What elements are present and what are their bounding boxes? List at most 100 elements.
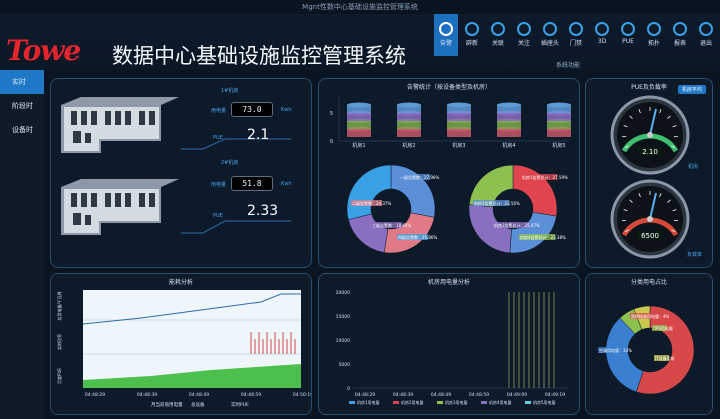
power-share-label-bg — [598, 347, 621, 353]
alarm-category-label: 机房4 — [502, 142, 515, 149]
gauge-tick — [667, 199, 671, 203]
gauge-tick — [629, 199, 633, 203]
gauge-tick — [624, 145, 629, 149]
y-tick-label: 0 — [330, 139, 333, 145]
power-share-slice — [636, 305, 695, 395]
sidebar-item-0[interactable]: 实时 — [0, 70, 44, 94]
toolbar-label: 关注 — [517, 40, 530, 47]
room-power-chart: 20000 15000 10000 5000 0 04:48:29 04:48:39 04:4… — [336, 290, 569, 405]
toolbar-4-button[interactable]: 插座头 — [538, 14, 562, 56]
room-power-legend-swatch — [481, 401, 487, 404]
toolbar-label: 拓扑 — [647, 40, 660, 47]
toolbar-label: 辟新 — [465, 40, 478, 47]
load-gauge: 6500 — [610, 179, 690, 259]
window-title: Mgnt性数中心基础设施监控管理系统 — [0, 0, 720, 14]
energy-x-tick: 04:48:39 — [137, 392, 157, 398]
sidebar-item-1[interactable]: 阶段时 — [12, 102, 33, 110]
gauge-tick — [624, 229, 629, 233]
room-power-legend-item: 机房3用电量 — [445, 399, 468, 405]
alarm-bar-segment — [447, 105, 471, 113]
donut-label-bg — [521, 174, 558, 180]
toolbar-6-icon — [595, 22, 609, 36]
toolbar-2-button[interactable]: 关联 — [486, 14, 510, 56]
donut-label-bg — [351, 200, 383, 206]
toolbar-7-button[interactable]: PUE — [616, 14, 640, 56]
gauge-tick — [672, 125, 677, 128]
gauge-tick — [623, 125, 628, 128]
donut-slice — [348, 213, 389, 253]
toolbar-9-button[interactable]: 报表 — [668, 14, 692, 56]
donut-slice — [512, 164, 558, 217]
power-share-label: 空调用电量：33% — [599, 347, 632, 353]
sidebar: 实时 阶段时 设备时 — [0, 70, 44, 419]
donut-slice — [346, 164, 392, 221]
donut-slice — [509, 211, 557, 254]
gauge-tick — [671, 229, 676, 233]
alarm-room-donut: 机房1告警总计：27.59% 机房2告警总计：23.56% 机房3告警总计：25.4… — [468, 164, 568, 254]
alarm-bar-segment — [397, 105, 421, 113]
toolbar-5-button[interactable]: 门禁 — [564, 14, 588, 56]
room-2-name: 2#机房 — [221, 160, 239, 166]
room-power-panel: 机房用电量分析 20000 15000 10000 5000 0 04:48:29 04:4… — [318, 273, 580, 415]
toolbar-8-button[interactable]: 拓扑 — [642, 14, 666, 56]
toolbar-8-icon — [647, 22, 661, 36]
gauge-needle — [649, 108, 657, 136]
gauge-readout-bg — [638, 147, 662, 156]
room-average-button[interactable]: 机房平均 — [677, 85, 706, 94]
toolbar-6-button[interactable]: 3D — [590, 14, 614, 56]
toolbar-10-icon — [699, 22, 713, 36]
gauge-panel-title: PUE及负载率 — [631, 84, 667, 91]
toolbar-0-button[interactable]: 告警 — [434, 14, 458, 56]
room-power-x-tick: 04:48:29 — [355, 392, 375, 398]
room-power-x-tick: 04:49:09 — [507, 392, 527, 398]
alarm-bar-segment — [447, 121, 471, 129]
alarm-bar-cap — [447, 102, 471, 108]
toolbar-9-icon — [673, 22, 687, 36]
alarm-bar-cap — [547, 102, 571, 108]
room-power-y-tick: 10000 — [336, 338, 350, 344]
toolbar-3-icon — [517, 22, 531, 36]
room-power-x-tick: 04:48:59 — [469, 392, 489, 398]
toolbar-10-button[interactable]: 退出 — [694, 14, 718, 56]
toolbar-1-button[interactable]: 辟新 — [460, 14, 484, 56]
toolbar-label: PUE — [622, 38, 634, 45]
power-share-label: IT设备用电 — [655, 355, 675, 361]
donut-slice — [468, 164, 514, 208]
room-power-x-tick: 04:48:49 — [431, 392, 451, 398]
room-2-power-display: 51.8 — [231, 176, 273, 191]
toolbar-4-icon — [543, 22, 557, 36]
pue-gauge-label: 机房 — [687, 164, 698, 170]
room-power-legend-item: 机房5用电量 — [533, 399, 556, 405]
energy-x-tick: 04:50:19 — [293, 392, 311, 398]
room-power-legend-swatch — [349, 401, 355, 404]
energy-analysis-panel: 能耗分析 总用电量/千瓦时 实时功率 月度PUE 04:48:29 04:48:39 04… — [50, 273, 312, 415]
alarm-bar-segment — [497, 129, 521, 137]
power-share-label-bg — [652, 325, 667, 331]
toolbar-label: 关联 — [491, 40, 504, 47]
donut-slice — [383, 212, 435, 254]
donut-label: 机房4告警总计：23.38% — [520, 234, 566, 240]
sidebar-item-2[interactable]: 设备时 — [12, 126, 33, 134]
toolbar-5-icon — [569, 22, 583, 36]
toolbar-0-icon — [439, 22, 453, 36]
alarm-stats-panel: 告警统计（按设备类型及机房） 5 0 机房1 机房2 机房3 机房4 机房5 一级告警数：2… — [318, 78, 580, 268]
alarm-bar-segment — [497, 113, 521, 121]
toolbar-label: 插座头 — [540, 40, 559, 47]
room-2-power-unit: Kwh — [281, 181, 292, 187]
toolbar-7-icon — [621, 22, 635, 36]
donut-label: 机房3告警总计：25.47% — [494, 222, 540, 228]
alarm-category-label: 机房3 — [452, 142, 465, 149]
toolbar-sub-label: 系统功能 — [556, 62, 581, 69]
toolbar-3-button[interactable]: 关注 — [512, 14, 536, 56]
energy-total-line — [82, 293, 301, 325]
power-share-slice — [605, 317, 644, 393]
alarm-bar-segment — [547, 113, 571, 121]
room-power-legend-swatch — [525, 401, 531, 404]
energy-pue-area — [83, 364, 301, 388]
room-1-pue-label: PUE — [213, 135, 223, 141]
room-power-y-tick: 20000 — [336, 290, 350, 296]
gauge-readout: 2.10 — [642, 148, 658, 156]
donut-label: 二级告警数：24.37% — [352, 200, 391, 206]
room-1-floorplan — [61, 97, 179, 153]
gauge-hub — [647, 132, 653, 138]
